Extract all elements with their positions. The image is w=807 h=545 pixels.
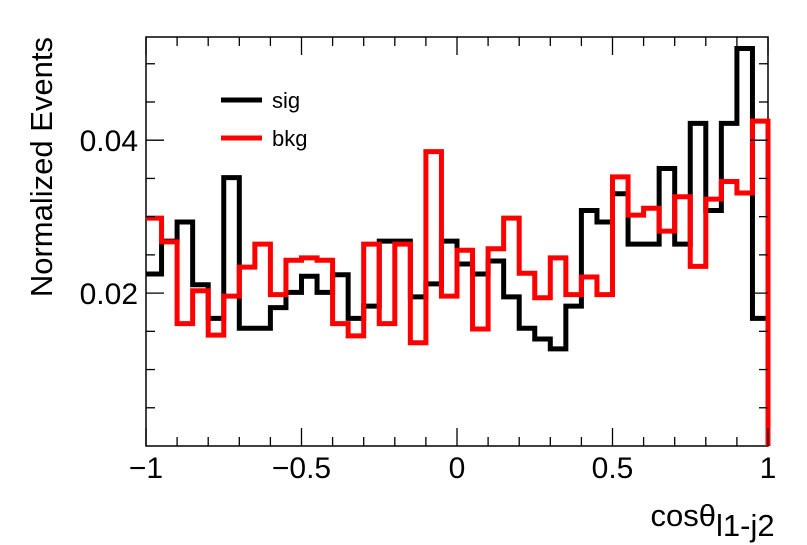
y-axis-title: Normalized Events [24,37,59,297]
legend-label-sig: sig [272,88,300,113]
x-axis-title: cosθ [651,498,716,533]
series-line-bkg [146,118,771,446]
x-tick-label: 1 [760,452,777,485]
y-tick-label: 0.02 [80,278,138,311]
y-tick-label: 0.04 [80,125,138,158]
x-axis-title-subscript: l1-j2 [716,508,775,543]
x-tick-label: 0.5 [592,452,634,485]
x-tick-label: 0 [449,452,466,485]
x-tick-label: −0.5 [272,452,331,485]
x-tick-label: −1 [129,452,163,485]
legend-label-bkg: bkg [272,126,307,151]
